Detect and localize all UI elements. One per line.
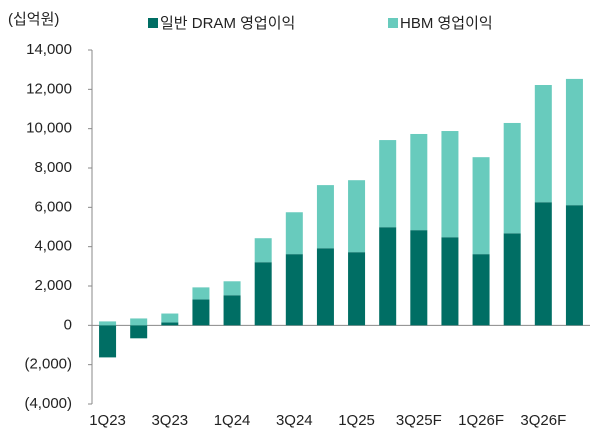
y-tick-label: 0 [64, 316, 72, 333]
y-tick-label: 8,000 [34, 159, 72, 176]
y-tick-label: 2,000 [34, 277, 72, 294]
bar [565, 205, 583, 326]
bar [441, 237, 459, 326]
bar [130, 325, 148, 339]
bar [285, 212, 303, 255]
bar [472, 254, 490, 326]
bar [192, 287, 210, 300]
legend-swatch [388, 18, 398, 28]
bar [503, 122, 521, 234]
bar [565, 78, 583, 206]
bar [254, 262, 272, 326]
bar [379, 140, 397, 228]
bar [130, 318, 148, 326]
bar [316, 248, 334, 326]
bar [99, 321, 117, 326]
x-tick-label: 3Q24 [276, 412, 313, 429]
bar [348, 180, 366, 253]
bar [410, 230, 428, 326]
bar [223, 281, 241, 296]
legend-label: 일반 DRAM 영업이익 [160, 15, 295, 32]
legend-swatch [148, 18, 158, 28]
y-tick-label: 12,000 [26, 80, 72, 97]
bar [410, 133, 428, 231]
y-tick-label: 14,000 [26, 41, 72, 58]
bar [254, 238, 272, 263]
bar [161, 313, 179, 323]
bar [285, 254, 303, 326]
bar [316, 185, 334, 249]
legend-label: HBM 영업이익 [400, 15, 493, 32]
bar [472, 157, 490, 255]
bar [503, 233, 521, 326]
x-tick-label: 1Q23 [89, 412, 126, 429]
bar [534, 202, 552, 326]
bar [161, 322, 179, 326]
bar [534, 85, 552, 203]
x-tick-label: 1Q25 [338, 412, 375, 429]
y-tick-label: (4,000) [24, 395, 72, 412]
bar [99, 325, 117, 358]
y-tick-label: 6,000 [34, 198, 72, 215]
x-tick-label: 3Q23 [151, 412, 188, 429]
y-tick-label: 10,000 [26, 120, 72, 137]
bar [348, 252, 366, 326]
unit-label: (십억원) [8, 11, 59, 28]
x-tick-label: 3Q25F [396, 412, 442, 429]
bar [379, 227, 397, 326]
bar [223, 295, 241, 326]
bar [441, 131, 459, 238]
y-tick-label: 4,000 [34, 238, 72, 255]
x-tick-label: 1Q26F [458, 412, 504, 429]
x-tick-label: 3Q26F [520, 412, 566, 429]
x-tick-label: 1Q24 [214, 412, 251, 429]
bar [192, 299, 210, 326]
y-tick-label: (2,000) [24, 356, 72, 373]
